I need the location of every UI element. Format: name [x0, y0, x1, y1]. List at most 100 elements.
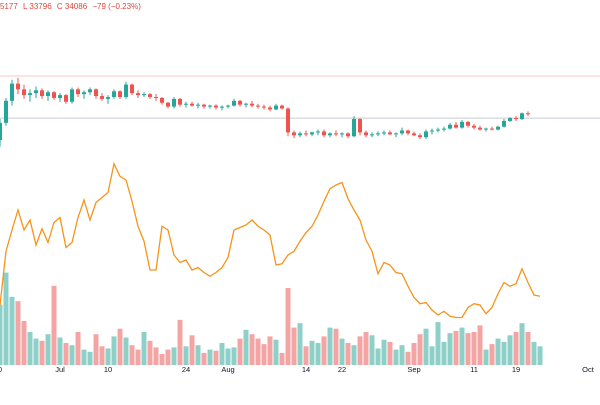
volume-bar — [183, 346, 189, 365]
candle-body — [64, 95, 68, 102]
candle-body — [412, 133, 416, 136]
candle-body — [22, 89, 26, 96]
volume-bar — [477, 325, 483, 365]
candle-body — [94, 89, 98, 97]
volume-bar — [351, 345, 357, 365]
candle-body — [526, 113, 530, 115]
candle-body — [376, 133, 380, 135]
candle-body — [454, 124, 458, 128]
candle-body — [0, 122, 2, 141]
x-axis-tick-label: Oct — [582, 365, 595, 374]
candle-body — [472, 125, 476, 128]
candle-body — [490, 128, 494, 130]
x-axis-tick-label: Aug — [221, 365, 234, 374]
volume-bar — [153, 347, 159, 365]
volume-bar — [51, 285, 57, 365]
candle-body — [46, 92, 50, 97]
candle-body — [112, 91, 116, 98]
volume-bar — [387, 341, 393, 365]
candle-body — [448, 124, 452, 129]
volume-bar — [177, 319, 183, 365]
candle-body — [10, 83, 14, 101]
candle-body — [280, 105, 284, 109]
volume-bar — [453, 330, 459, 365]
candle-body — [118, 91, 122, 98]
volume-bar — [339, 338, 345, 365]
volume-bar — [489, 344, 495, 365]
volume-bar — [33, 338, 39, 365]
candle-body — [310, 132, 314, 135]
candle-body — [232, 100, 236, 106]
candle-body — [424, 131, 428, 138]
candle-body — [370, 134, 374, 136]
x-axis-tick-label: 14 — [302, 365, 310, 374]
volume-bar — [15, 301, 21, 365]
x-axis-tick-label: 22 — [338, 365, 346, 374]
candle-body — [316, 131, 320, 133]
candle-body — [34, 90, 38, 94]
volume-bar — [219, 343, 225, 365]
candle-body — [16, 83, 20, 90]
x-axis-tick-label: 0 — [0, 365, 2, 374]
volume-bar — [363, 332, 369, 365]
volume-bar — [261, 344, 267, 365]
volume-bar — [417, 334, 423, 365]
volume-bar — [195, 345, 201, 365]
candle-body — [364, 132, 368, 136]
volume-bar — [507, 335, 513, 365]
volume-bar — [201, 352, 207, 365]
candle-body — [76, 89, 80, 95]
volume-bar — [75, 332, 81, 365]
candle-body — [256, 105, 260, 107]
volume-bar — [225, 348, 231, 365]
volume-bar — [297, 323, 303, 365]
candle-body — [502, 120, 506, 127]
candle-body — [400, 130, 404, 134]
volume-bar — [447, 333, 453, 365]
candle-body — [442, 128, 446, 130]
volume-bar — [465, 333, 471, 365]
x-axis-tick-label: 24 — [182, 365, 190, 374]
volume-bar — [291, 327, 297, 365]
volume-bar — [471, 332, 477, 365]
volume-bar — [21, 321, 27, 365]
volume-bar — [237, 338, 243, 365]
volume-bar — [327, 327, 333, 365]
candle-body — [478, 127, 482, 130]
volume-bar — [399, 345, 405, 365]
candle-body — [322, 131, 326, 136]
candle-body — [358, 119, 362, 133]
volume-bar — [285, 288, 291, 365]
candle-body — [220, 106, 224, 108]
candle-body — [382, 132, 386, 134]
candle-body — [82, 92, 86, 95]
candle-body — [130, 84, 134, 94]
candle-body — [484, 128, 488, 130]
volume-bar — [39, 340, 45, 365]
candle-body — [202, 104, 206, 107]
candle-body — [100, 96, 104, 99]
volume-bar — [207, 349, 213, 365]
x-axis-tick-label: 10 — [104, 365, 112, 374]
volume-bar — [93, 334, 99, 365]
candle-body — [514, 118, 518, 120]
volume-bar — [303, 346, 309, 365]
candle-body — [58, 95, 62, 98]
candle-body — [28, 93, 32, 96]
x-axis-tick-label: Sep — [407, 365, 420, 374]
candle-body — [340, 133, 344, 135]
volume-bar — [249, 334, 255, 365]
candle-body — [70, 89, 74, 102]
candle-body — [172, 98, 176, 107]
volume-bar — [273, 339, 279, 365]
volume-bar — [501, 341, 507, 365]
ohlc-legend: 5177 L 33796 C 34086 −79 (−0.23%) — [0, 2, 144, 11]
volume-bar — [213, 350, 219, 365]
candle-body — [106, 97, 110, 99]
candle-body — [520, 113, 524, 120]
legend-high-value: 5177 — [0, 2, 18, 11]
candle-body — [274, 105, 278, 110]
volume-bar — [99, 346, 105, 365]
